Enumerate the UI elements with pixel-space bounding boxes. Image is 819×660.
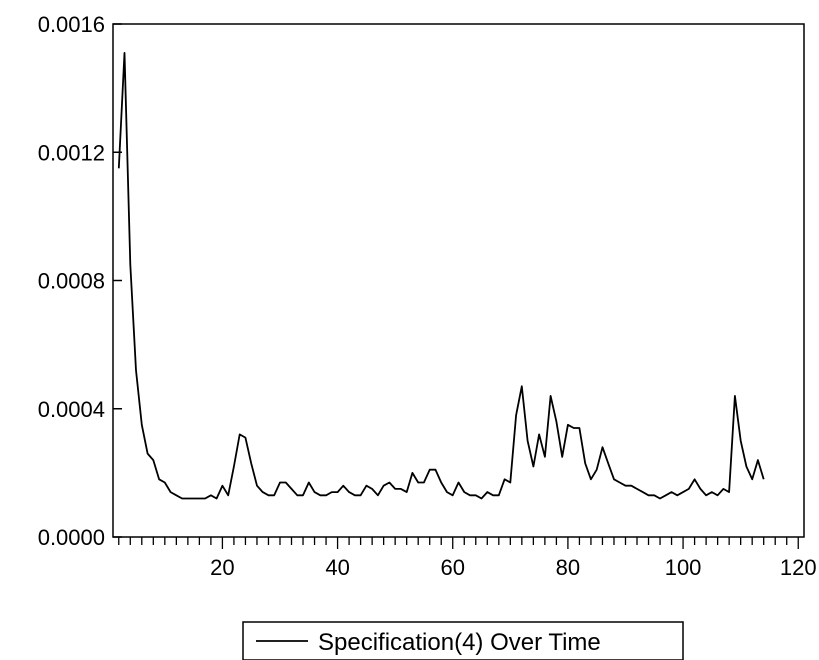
y-tick-label: 0.0012 [38, 140, 105, 165]
legend: Specification(4) Over Time [242, 621, 684, 660]
x-tick-label: 20 [210, 555, 234, 580]
y-tick-label: 0.0000 [38, 525, 105, 550]
legend-box [242, 621, 684, 660]
y-tick-label: 0.0004 [38, 397, 105, 422]
series-line [117, 52, 765, 500]
y-tick-label: 0.0008 [38, 269, 105, 294]
x-tick-label: 60 [440, 555, 464, 580]
y-axis: 0.0000 0.0004 0.0008 0.0012 0.0016 [38, 12, 122, 550]
y-tick-label: 0.0016 [38, 12, 105, 37]
x-tick-label: 120 [780, 555, 817, 580]
plot-frame [112, 23, 805, 538]
legend-label: Specification(4) Over Time [318, 629, 601, 656]
x-tick-label: 40 [325, 555, 349, 580]
x-tick-label: 100 [665, 555, 702, 580]
x-axis: 20 40 60 80 100 120 [118, 537, 817, 580]
x-tick-label: 80 [556, 555, 580, 580]
